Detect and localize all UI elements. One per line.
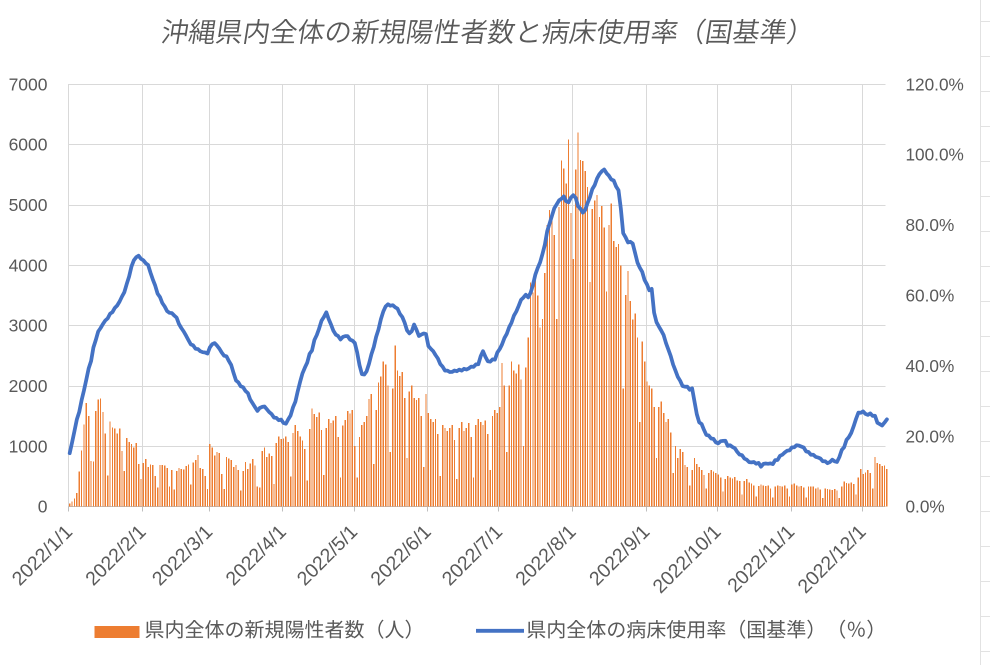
svg-text:4000: 4000 [9,255,48,275]
svg-text:120.0%: 120.0% [906,74,964,94]
svg-text:40.0%: 40.0% [906,356,955,376]
svg-text:2000: 2000 [9,376,48,396]
svg-text:20.0%: 20.0% [906,426,955,446]
svg-text:5000: 5000 [9,195,48,215]
svg-text:1000: 1000 [9,436,48,456]
svg-text:0: 0 [38,497,48,517]
svg-text:7000: 7000 [9,74,48,94]
svg-text:100.0%: 100.0% [906,145,964,165]
svg-text:3000: 3000 [9,316,48,336]
svg-text:60.0%: 60.0% [906,286,955,306]
svg-text:6000: 6000 [9,135,48,155]
svg-text:80.0%: 80.0% [906,215,955,235]
svg-text:0.0%: 0.0% [906,497,945,517]
